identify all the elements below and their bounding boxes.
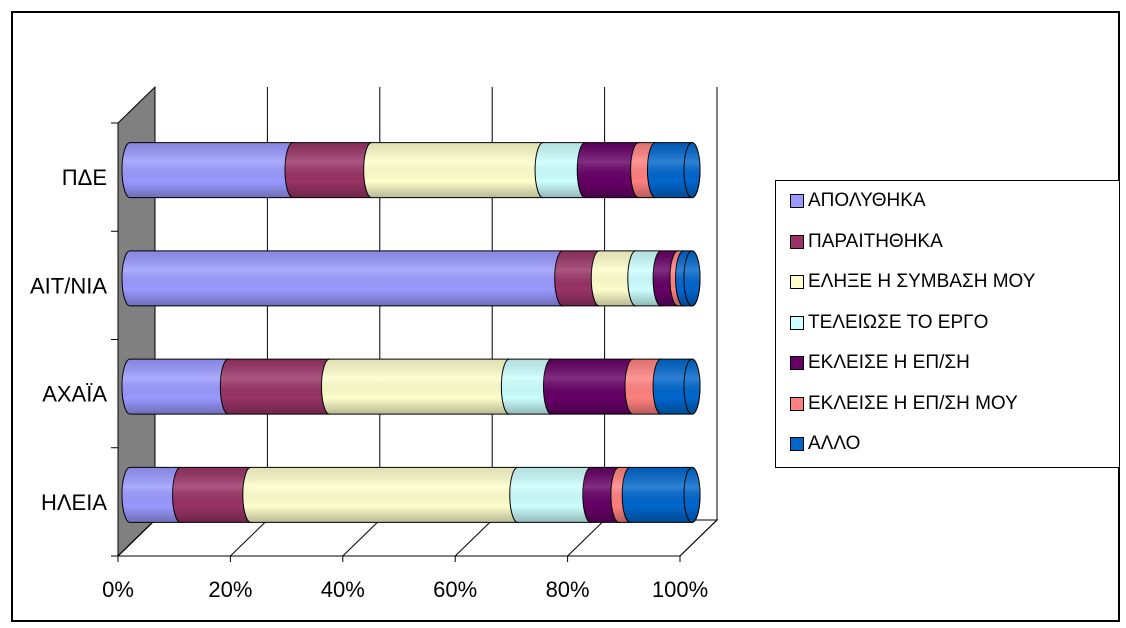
floor-gridline-4	[567, 519, 605, 557]
floor-gridline-1	[230, 519, 268, 557]
bar-shade	[122, 359, 237, 415]
legend-swatch	[790, 275, 804, 289]
bar-shade	[622, 467, 700, 523]
legend-swatch	[790, 356, 804, 370]
x-tick-label: 100%	[652, 577, 708, 602]
bar-shade	[509, 467, 599, 523]
bar-segment	[321, 358, 518, 415]
bar-segment	[121, 358, 237, 415]
legend-swatch	[790, 315, 804, 330]
bar-end-cap-shade	[684, 467, 700, 523]
x-tick-label: 60%	[433, 577, 477, 602]
legend-item: ΕΚΛΕΙΣΕ Η ΕΠ/ΣΗ ΜΟΥ	[790, 392, 1018, 416]
floor-gridline-0	[117, 519, 156, 557]
x-tick-label: 80%	[546, 577, 590, 602]
floor-gridline-3	[454, 519, 493, 557]
bar-segment	[121, 142, 302, 199]
bar-segment	[242, 466, 527, 523]
bar-shade	[122, 142, 301, 198]
legend-label: ΕΚΛΕΙΣΕ Η ΕΠ/ΣΗ	[808, 352, 970, 373]
bar-segment	[621, 466, 701, 523]
bar-shade	[122, 250, 571, 306]
bar-shade	[284, 142, 380, 198]
x-tick-label: 0%	[102, 577, 134, 602]
bar-segment	[509, 466, 600, 523]
floor-gridline-5	[679, 519, 718, 557]
y-tick-label: ΗΛΕΙΑ	[41, 490, 107, 515]
x-tick-label: 40%	[321, 577, 365, 602]
y-tick-label: ΑΙΤ/ΝΙΑ	[30, 273, 107, 298]
bar-shade	[122, 467, 189, 523]
bar-shade	[577, 142, 647, 198]
bar-end-cap-shade	[684, 250, 700, 306]
legend-label: ΤΕΛΕΙΩΣΕ ΤΟ ΕΡΓΟ	[808, 311, 989, 333]
legend-label: ΠΑΡΑΙΤΗΘΗΚΑ	[808, 230, 943, 252]
y-tick-label: ΠΔΕ	[62, 165, 107, 190]
bar-segment	[284, 142, 381, 199]
legend-label: ΑΠΟΛΥΘΗΚΑ	[808, 190, 926, 211]
legend-item: ΕΛΗΞΕ Η ΣΥΜΒΑΣΗ ΜΟΥ	[790, 270, 1035, 294]
legend-item: ΠΑΡΑΙΤΗΘΗΚΑ	[790, 230, 943, 254]
bar-shade	[220, 359, 338, 415]
bar-segment	[543, 358, 642, 415]
legend-swatch	[790, 194, 804, 208]
bar-end-cap-shade	[684, 142, 700, 198]
legend-swatch	[790, 437, 804, 451]
legend-swatch	[790, 234, 804, 249]
y-tick-label: ΑΧΑΪΑ	[42, 382, 107, 407]
legend-item: ΑΠΟΛΥΘΗΚΑ	[790, 189, 926, 213]
legend-label: ΕΚΛΕΙΣΕ Η ΕΠ/ΣΗ ΜΟΥ	[808, 392, 1018, 414]
bar-shade	[543, 359, 641, 415]
legend-item: ΑΛΛΟ	[790, 432, 860, 456]
bar-shade	[242, 467, 526, 523]
legend-label: ΕΛΗΞΕ Η ΣΥΜΒΑΣΗ ΜΟΥ	[808, 271, 1036, 292]
legend: ΑΠΟΛΥΘΗΚΑ ΠΑΡΑΙΤΗΘΗΚΑ ΕΛΗΞΕ Η ΣΥΜΒΑΣΗ ΜΟΥ Τ…	[775, 180, 1120, 468]
legend-item: ΤΕΛΕΙΩΣΕ ΤΟ ΕΡΓΟ	[790, 311, 988, 335]
floor-gridline-2	[342, 519, 381, 557]
bar-shade	[172, 467, 259, 523]
legend-label: ΑΛΛΟ	[808, 433, 861, 454]
bar-segment	[363, 142, 552, 199]
legend-swatch	[790, 396, 804, 411]
x-tick-label: 20%	[208, 577, 252, 602]
floor	[116, 519, 719, 557]
bar-shade	[321, 359, 518, 415]
bar-shade	[363, 142, 552, 198]
bar-segment	[219, 358, 339, 415]
legend-item: ΕΚΛΕΙΣΕ Η ΕΠ/ΣΗ	[790, 351, 970, 375]
bar-end-cap-shade	[684, 359, 700, 415]
bar-segment	[121, 250, 572, 307]
